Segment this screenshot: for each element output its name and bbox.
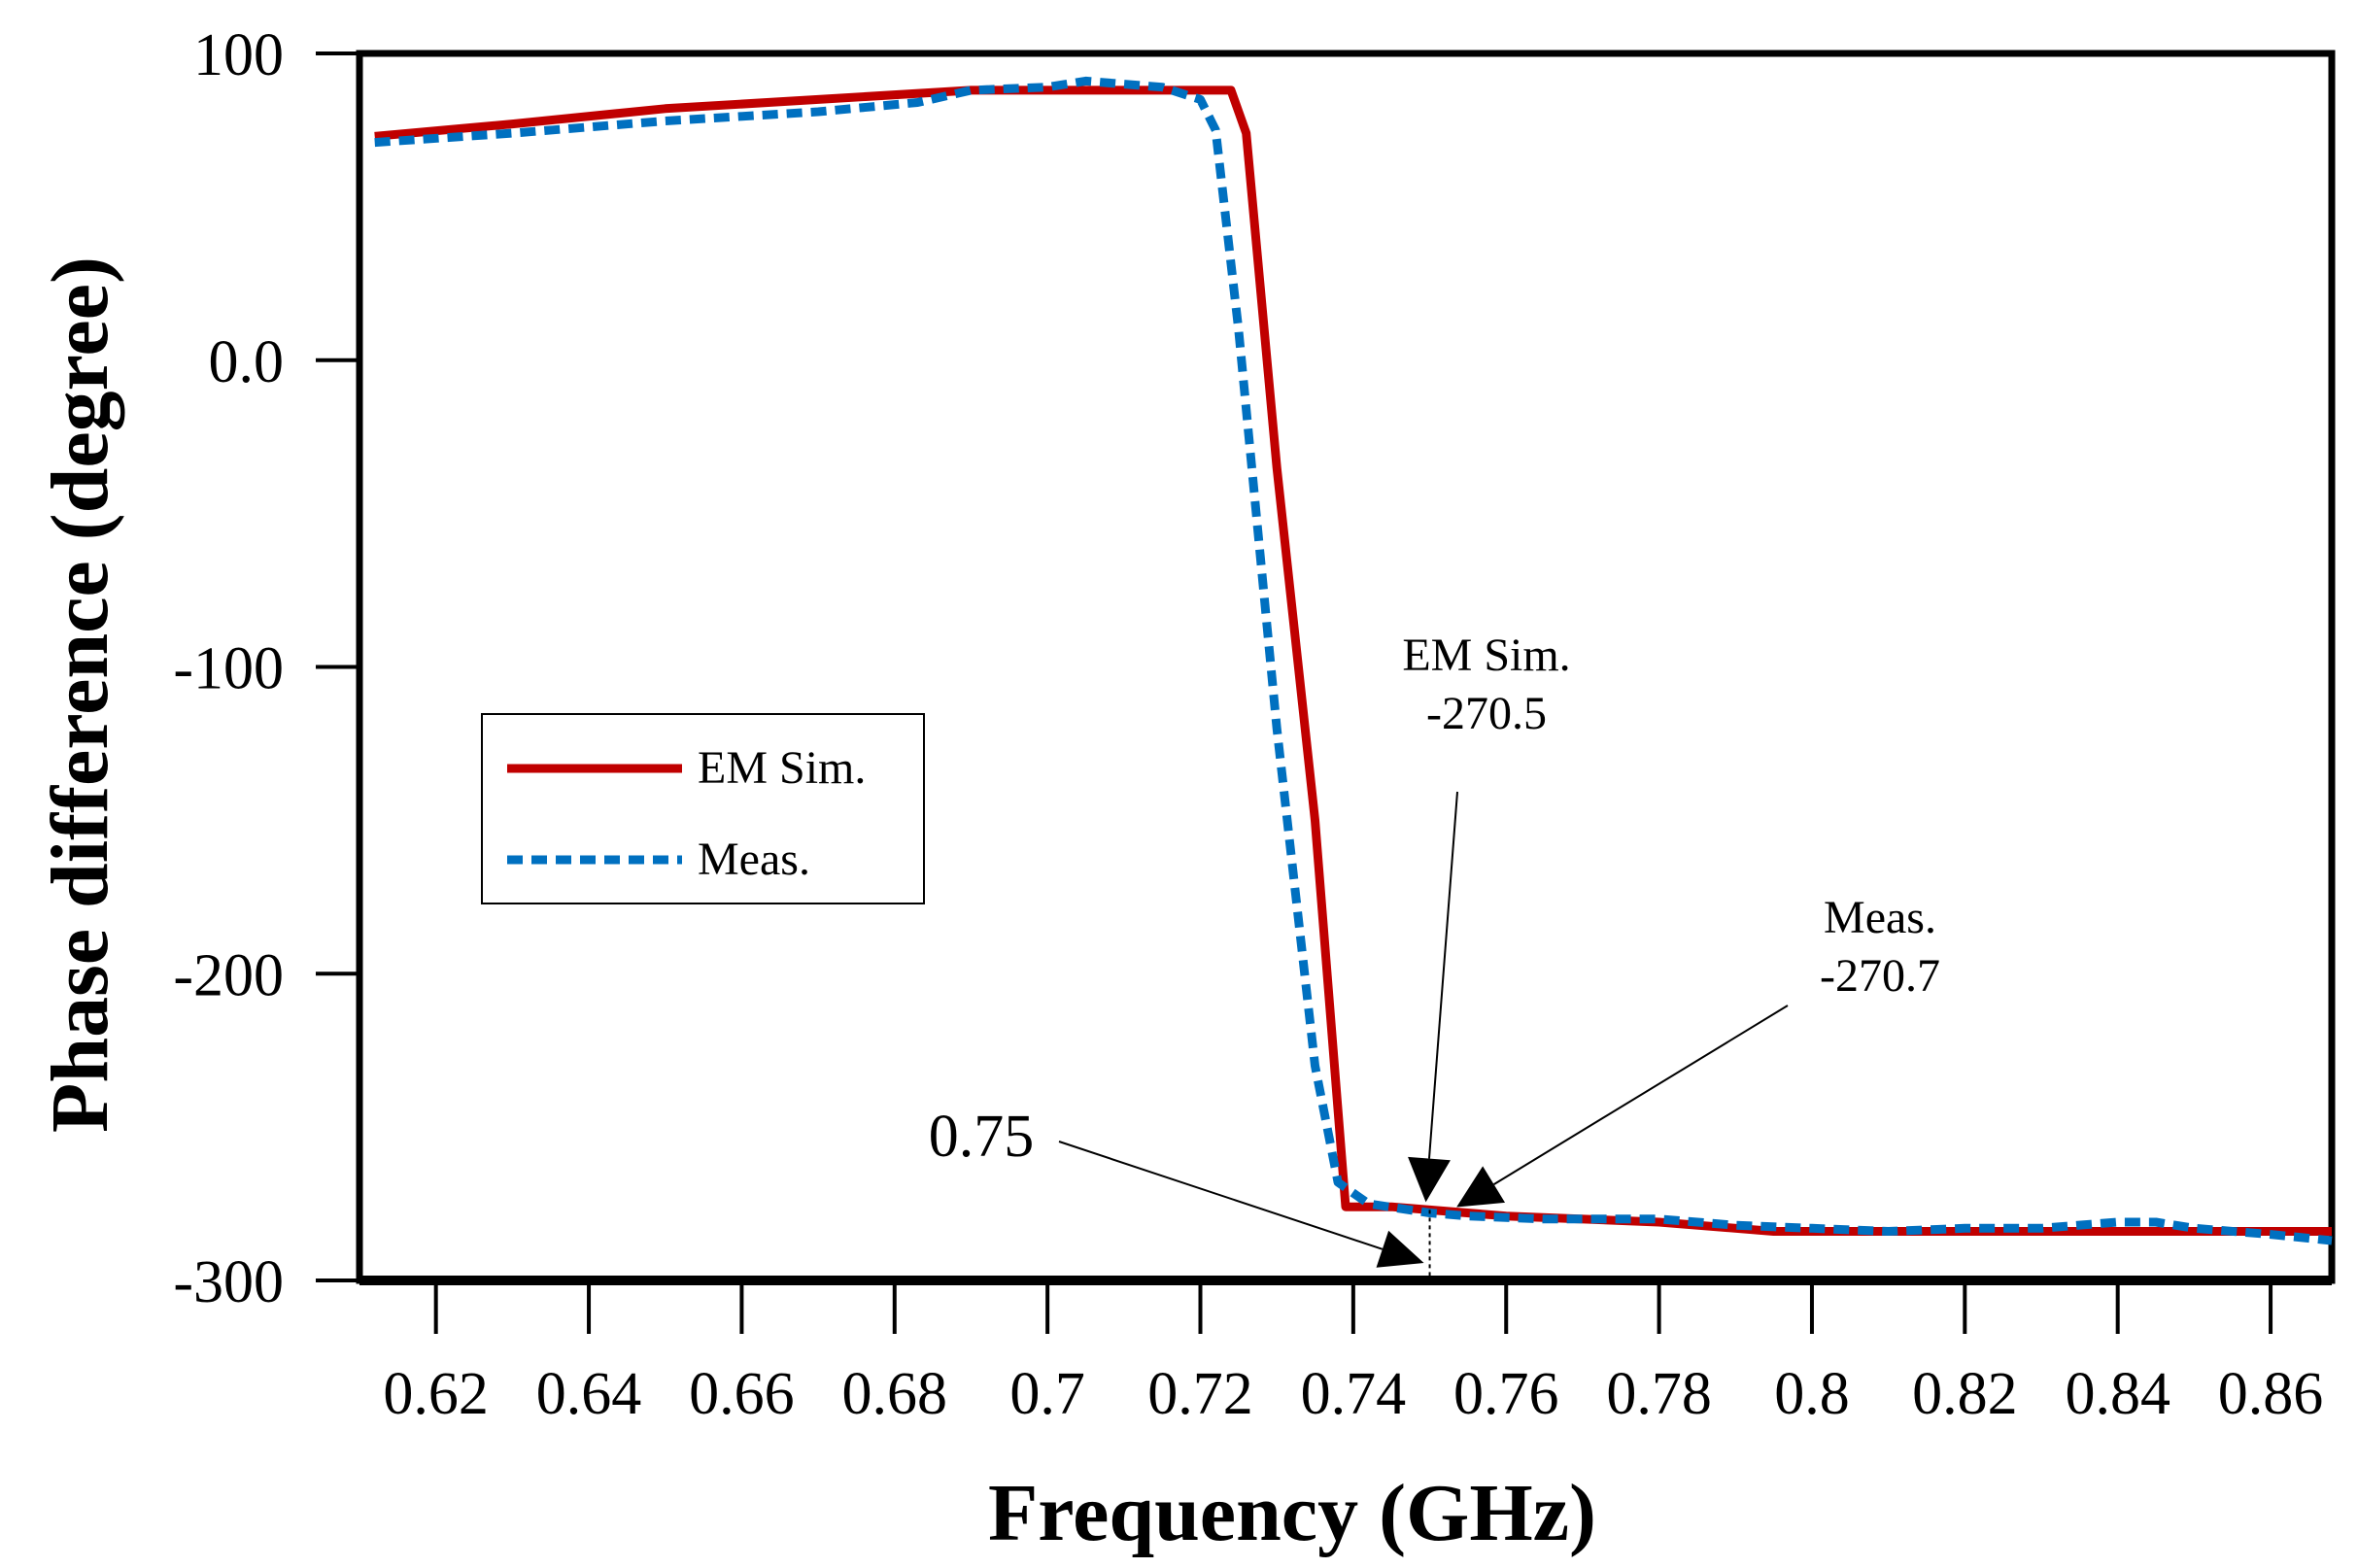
y-tick-label-3: -200: [173, 942, 284, 1008]
plot-frame: [356, 50, 2336, 1284]
x-axis-title: Frequency (GHz): [988, 1468, 1596, 1558]
x-tick-label-3: 0.68: [842, 1361, 948, 1427]
y-tick-label-1: 0.0: [209, 329, 285, 395]
legend: EM Sim. Meas.: [481, 713, 925, 904]
y-axis-ticks: 100 0.0 -100 -200 -300: [173, 22, 359, 1315]
annotation-freq-arrowhead: [1376, 1230, 1424, 1268]
series-line-1: [374, 76, 2333, 1245]
y-tick-label-2: -100: [173, 636, 284, 702]
y-tick-label-4: -300: [173, 1249, 284, 1315]
legend-box: [481, 713, 925, 904]
annotation-meas-title: Meas.: [1824, 892, 1936, 943]
legend-label-meas: Meas.: [698, 834, 810, 885]
x-tick-label-8: 0.78: [1606, 1361, 1712, 1427]
annotation-em-sim-value: -270.5: [1426, 688, 1547, 739]
x-tick-label-6: 0.74: [1301, 1361, 1407, 1427]
y-axis-title: Phase difference (degree): [35, 256, 125, 1133]
annotation-em-sim: EM Sim. -270.5: [1402, 630, 1571, 1203]
x-tick-label-11: 0.84: [2065, 1361, 2170, 1427]
series-layer: [374, 76, 2333, 1245]
x-tick-label-10: 0.82: [1912, 1361, 2018, 1427]
annotation-meas-arrow: [1493, 1005, 1789, 1185]
annotation-em-sim-arrow: [1428, 791, 1458, 1159]
x-axis-ticks: 0.62 0.64 0.66 0.68 0.7 0.72 0.74 0.76 0.78 0.8 0.…: [383, 1280, 2323, 1427]
x-tick-label-1: 0.64: [536, 1361, 642, 1427]
annotation-meas-value: -270.7: [1820, 950, 1940, 1002]
annotation-meas-arrowhead: [1456, 1166, 1506, 1208]
x-tick-label-12: 0.86: [2218, 1361, 2324, 1427]
annotation-meas: Meas. -270.7: [1456, 892, 1940, 1208]
annotation-em-sim-arrowhead: [1408, 1156, 1451, 1203]
annotation-em-sim-title: EM Sim.: [1402, 630, 1570, 681]
x-tick-label-0: 0.62: [383, 1361, 489, 1427]
legend-label-em-sim: EM Sim.: [698, 742, 866, 794]
annotation-freq-arrow: [1058, 1141, 1384, 1250]
x-tick-label-9: 0.8: [1774, 1361, 1850, 1427]
annotation-freq-label: 0.75: [929, 1104, 1035, 1170]
x-tick-label-2: 0.66: [689, 1361, 795, 1427]
series-line-0: [374, 85, 2332, 1236]
x-tick-label-4: 0.7: [1009, 1361, 1085, 1427]
x-tick-label-5: 0.72: [1147, 1361, 1253, 1427]
y-tick-label-0: 100: [193, 22, 284, 88]
x-tick-label-7: 0.76: [1453, 1361, 1559, 1427]
annotation-freq: 0.75: [929, 1104, 1424, 1268]
